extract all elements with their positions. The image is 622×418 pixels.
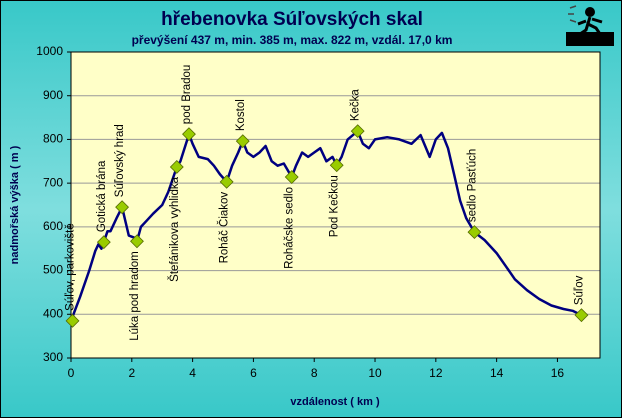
- waypoint-label: Roháč Čiakov: [218, 192, 231, 264]
- waypoint: [329, 158, 344, 173]
- chart-title: hřebenovka Súľovských skal: [161, 9, 423, 30]
- waypoint: [115, 200, 130, 215]
- waypoint-label: pod Bradou: [181, 65, 193, 124]
- x-tick-label: 14: [490, 366, 504, 380]
- waypoint-label: sedlo Pasťúch: [466, 149, 478, 222]
- chart-subtitle: převýšení 437 m, min. 385 m, max. 822 m,…: [132, 33, 453, 47]
- y-tick-label: 800: [43, 132, 63, 146]
- x-tick-label: 4: [189, 366, 196, 380]
- waypoint-label: Súľov, parkoviště: [65, 223, 77, 311]
- x-axis-label: vzdálenost ( km ): [290, 396, 380, 408]
- y-tick-label: 300: [43, 350, 63, 364]
- waypoint-label: Lúka pod hradom: [129, 251, 141, 341]
- waypoint-label: Štefánikova vyhlidka: [168, 176, 181, 281]
- waypoint: [65, 313, 80, 328]
- x-tick-label: 16: [551, 366, 565, 380]
- waypoint: [235, 134, 250, 149]
- waypoint: [96, 235, 111, 250]
- waypoint: [219, 174, 234, 189]
- x-tick-label: 0: [68, 366, 75, 380]
- waypoint: [284, 170, 299, 184]
- plot-border: [70, 51, 601, 359]
- hiker-icon: [566, 5, 614, 46]
- y-tick-label: 600: [43, 219, 63, 233]
- waypoint-label: Gotická brána: [96, 160, 108, 232]
- x-tick-label: 2: [128, 366, 135, 380]
- waypoint: [467, 225, 482, 240]
- waypoint: [574, 308, 589, 323]
- waypoint-label: Súľovský hrad: [114, 124, 126, 197]
- waypoint-label: Pod Kečkou: [329, 175, 341, 237]
- waypoint-label: Kečka: [350, 89, 362, 122]
- x-tick-label: 6: [250, 366, 257, 380]
- waypoint: [169, 160, 184, 174]
- y-tick-label: 1000: [36, 44, 63, 58]
- waypoint: [350, 124, 365, 139]
- y-tick-label: 400: [43, 306, 63, 320]
- waypoint-label: Súľov: [573, 275, 585, 305]
- plot-area: [71, 52, 600, 358]
- y-axis-label: nadmořská výška ( m ): [9, 145, 21, 264]
- y-tick-label: 900: [43, 88, 63, 102]
- x-tick-label: 10: [368, 366, 382, 380]
- y-tick-label: 700: [43, 175, 63, 189]
- waypoint: [130, 234, 144, 249]
- waypoint-label: Kostol: [235, 99, 247, 131]
- waypoint-label: Roháčske sedlo: [284, 187, 296, 269]
- x-tick-label: 12: [429, 366, 443, 380]
- profile-line: [69, 129, 583, 322]
- y-tick-label: 500: [43, 263, 63, 277]
- waypoint: [182, 127, 196, 142]
- x-tick-label: 8: [311, 366, 318, 380]
